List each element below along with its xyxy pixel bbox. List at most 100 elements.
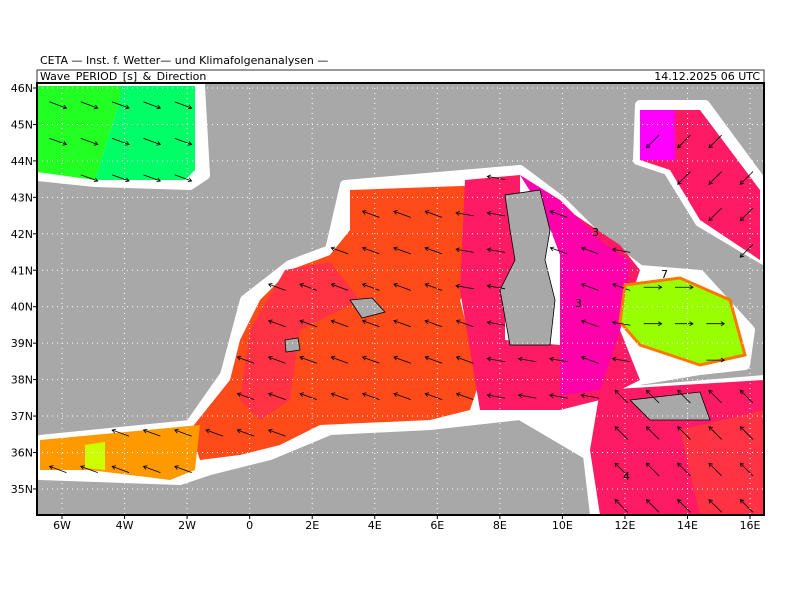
direction-arrow <box>142 465 161 473</box>
direction-arrow <box>739 462 754 477</box>
lat-label: 44N <box>11 155 33 168</box>
direction-arrow <box>112 137 130 146</box>
field-biscay-west <box>37 86 120 180</box>
direction-arrow <box>361 210 380 218</box>
direction-arrow <box>549 246 568 255</box>
direction-arrow <box>205 428 224 437</box>
direction-arrow <box>267 283 286 291</box>
field-adriatic-north <box>640 110 675 160</box>
map-area: 3 3 4 7 <box>37 83 764 515</box>
direction-arrow <box>393 319 411 328</box>
lat-label: 42N <box>11 228 33 241</box>
direction-arrow <box>393 392 411 401</box>
direction-arrow <box>486 320 506 326</box>
direction-arrow <box>174 137 193 146</box>
lat-label: 46N <box>11 82 33 95</box>
field-biscay-east <box>95 86 195 180</box>
lat-label: 37N <box>11 410 33 423</box>
header-title: CETA — Inst. f. Wetter— und Klimafolgena… <box>40 54 328 67</box>
direction-arrow <box>393 355 411 364</box>
direction-arrow <box>677 426 691 440</box>
direction-arrow <box>80 101 99 110</box>
direction-arrow <box>739 171 754 185</box>
axis-labels: 6W 4W 2W 0 2E 4E 6E 8E 10E 12E 14E 16E 46N 45N 44N 43N 4… <box>11 82 761 532</box>
islands <box>284 189 711 421</box>
graticule <box>37 83 764 515</box>
direction-arrow <box>708 389 722 404</box>
direction-arrow <box>677 499 691 513</box>
direction-arrow <box>330 283 349 291</box>
lon-label: 16E <box>740 519 761 532</box>
direction-arrow <box>677 389 691 404</box>
direction-arrow <box>708 462 722 477</box>
direction-arrow <box>455 210 474 217</box>
direction-arrow <box>48 465 67 473</box>
direction-arrow <box>361 246 380 255</box>
direction-arrow <box>645 389 660 404</box>
direction-arrow <box>614 426 629 440</box>
direction-arrow <box>614 499 629 513</box>
direction-arrow <box>675 321 694 327</box>
direction-arrow <box>361 319 380 328</box>
lon-label: 2W <box>178 519 196 532</box>
lat-label: 40N <box>11 301 33 314</box>
lon-label: 8E <box>493 519 507 532</box>
direction-arrow <box>643 321 663 327</box>
direction-arrow <box>708 426 722 440</box>
contour-labels: 3 3 4 7 <box>575 226 668 483</box>
direction-arrow <box>424 210 443 218</box>
direction-arrow <box>299 319 317 328</box>
direction-arrow <box>361 283 380 291</box>
direction-arrow <box>330 392 349 401</box>
direction-arrow <box>49 101 68 110</box>
lat-label: 41N <box>11 264 33 277</box>
direction-arrow <box>236 355 255 364</box>
direction-arrow <box>80 465 98 473</box>
direction-arrow <box>393 246 411 255</box>
direction-arrow <box>645 499 660 513</box>
direction-arrow <box>330 246 349 255</box>
direction-arrow <box>580 393 600 399</box>
lat-label: 39N <box>11 337 33 350</box>
direction-arrow <box>739 499 754 513</box>
direction-arrow <box>80 137 99 146</box>
direction-arrow <box>580 246 599 255</box>
direction-arrow <box>267 319 286 328</box>
direction-arrow <box>455 355 474 364</box>
direction-arrow <box>645 426 660 440</box>
direction-arrow <box>675 284 694 290</box>
direction-arrow <box>299 355 317 364</box>
lon-label: 4E <box>368 519 382 532</box>
direction-arrow <box>643 284 663 290</box>
direction-arrow <box>267 392 286 401</box>
direction-arrow <box>455 247 474 253</box>
direction-arrow <box>612 283 630 291</box>
direction-arrow <box>708 134 722 149</box>
direction-arrow <box>455 283 474 290</box>
direction-arrow <box>517 356 537 363</box>
direction-arrow <box>614 462 629 477</box>
direction-arrow <box>677 171 691 185</box>
direction-arrow <box>143 137 162 146</box>
direction-arrow <box>677 134 691 149</box>
direction-arrow <box>330 355 349 364</box>
lon-label: 0 <box>246 519 253 532</box>
map-frame <box>36 82 765 516</box>
direction-arrow <box>677 462 691 477</box>
direction-arrow <box>706 321 726 327</box>
direction-arrow <box>424 392 443 401</box>
direction-arrow <box>549 393 568 399</box>
direction-arrow <box>393 283 411 291</box>
direction-arrow <box>111 465 130 473</box>
lon-label: 14E <box>677 519 698 532</box>
field-name: Wave_PERIOD_[s]_&_Direction <box>40 70 206 83</box>
field-alboran <box>40 425 200 480</box>
direction-arrow <box>143 101 162 110</box>
direction-arrow <box>580 283 599 291</box>
direction-arrow <box>486 247 506 253</box>
field-gibraltar <box>85 442 105 470</box>
lon-label: 10E <box>552 519 573 532</box>
lon-label: 6W <box>53 519 71 532</box>
direction-arrow <box>174 174 193 183</box>
